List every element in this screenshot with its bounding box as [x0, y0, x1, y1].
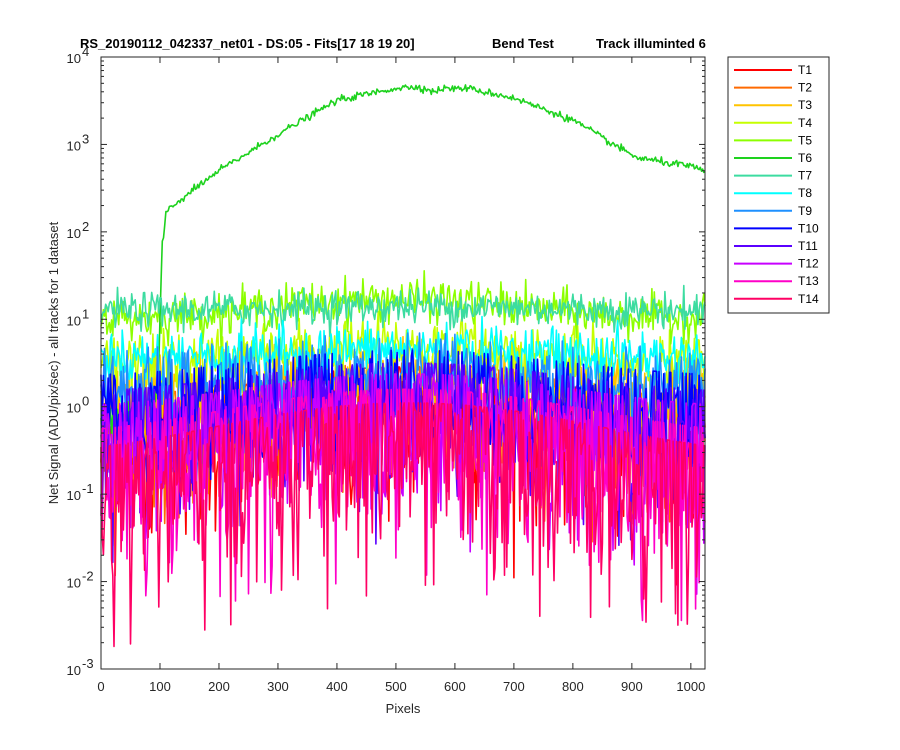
- y-tick-label: 10: [67, 401, 81, 416]
- legend-label-t8: T8: [798, 186, 812, 200]
- x-tick-label: 200: [208, 679, 230, 694]
- series-line-t14: [100, 402, 706, 648]
- y-tick-label: 10: [67, 313, 81, 328]
- legend-label-t14: T14: [798, 292, 819, 306]
- legend-label-t11: T11: [798, 239, 818, 253]
- x-axis-ticks: 0 100 200 300 400 500 600 700 800 900 1000: [97, 57, 705, 694]
- legend-label-t12: T12: [798, 257, 819, 271]
- y-tick-exponent: -1: [82, 481, 94, 496]
- x-tick-label: 100: [149, 679, 171, 694]
- chart-title-main: RS_20190112_042337_net01 - DS:05 - Fits[…: [80, 36, 415, 51]
- x-tick-label: 1000: [676, 679, 705, 694]
- y-tick-label: 10: [67, 576, 81, 591]
- chart-legend: T1 T2 T3 T4 T5 T6 T7 T8 T9 T10 T11 T12 T13 T14: [727, 56, 830, 314]
- x-tick-label: 300: [267, 679, 289, 694]
- y-tick-exponent: 4: [82, 44, 89, 59]
- y-tick-exponent: -3: [82, 656, 94, 671]
- y-tick-label: 10: [67, 663, 81, 678]
- y-tick-label: 10: [67, 488, 81, 503]
- y-tick-label: 10: [67, 138, 81, 153]
- x-tick-label: 600: [444, 679, 466, 694]
- y-tick-exponent: 2: [82, 219, 89, 234]
- legend-box: [727, 56, 830, 314]
- y-tick-exponent: 3: [82, 131, 89, 146]
- y-tick-exponent: 1: [82, 306, 89, 321]
- plot-frame: [100, 56, 706, 670]
- x-tick-label: 800: [562, 679, 584, 694]
- legend-label-t4: T4: [798, 116, 812, 130]
- legend-label-t3: T3: [798, 98, 812, 112]
- legend-label-t6: T6: [798, 151, 812, 165]
- x-tick-label: 900: [621, 679, 643, 694]
- plot-series: [100, 84, 706, 648]
- chart-title-track: Track illuminted 6: [596, 36, 706, 51]
- legend-label-t10: T10: [798, 221, 819, 235]
- legend-label-t9: T9: [798, 204, 812, 218]
- x-axis-label: Pixels: [386, 701, 421, 716]
- series-line-t6: [100, 84, 706, 448]
- series-line-t8: [100, 315, 706, 403]
- legend-label-t1: T1: [798, 63, 812, 77]
- x-tick-label: 500: [385, 679, 407, 694]
- legend-label-t7: T7: [798, 169, 812, 183]
- legend-label-t5: T5: [798, 133, 812, 147]
- legend-label-t13: T13: [798, 274, 819, 288]
- y-tick-exponent: 0: [82, 394, 89, 409]
- x-tick-label: 0: [97, 679, 104, 694]
- y-axis-label: Net Signal (ADU/pix/sec) - all tracks fo…: [46, 221, 61, 504]
- x-tick-label: 700: [503, 679, 525, 694]
- chart-title-test: Bend Test: [492, 36, 555, 51]
- y-tick-label: 10: [67, 51, 81, 66]
- legend-label-t2: T2: [798, 81, 812, 95]
- series-line-t7: [100, 284, 706, 338]
- y-tick-exponent: -2: [82, 569, 94, 584]
- y-tick-label: 10: [67, 226, 81, 241]
- x-tick-label: 400: [326, 679, 348, 694]
